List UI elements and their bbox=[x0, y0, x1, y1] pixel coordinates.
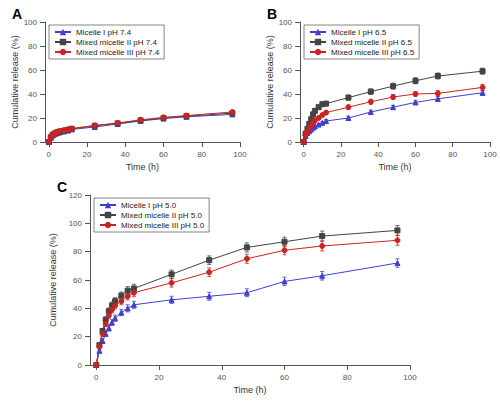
svg-text:Cumulative release (%): Cumulative release (%) bbox=[10, 35, 20, 129]
svg-text:C: C bbox=[57, 179, 67, 195]
svg-text:20: 20 bbox=[283, 114, 292, 123]
svg-text:Mixed micelle II pH 6.5: Mixed micelle II pH 6.5 bbox=[331, 38, 412, 47]
svg-text:A: A bbox=[12, 6, 22, 22]
svg-text:20: 20 bbox=[155, 373, 164, 382]
svg-text:40: 40 bbox=[73, 304, 82, 313]
svg-text:0: 0 bbox=[301, 150, 306, 159]
svg-text:100: 100 bbox=[69, 219, 83, 228]
svg-text:80: 80 bbox=[343, 373, 352, 382]
svg-text:120: 120 bbox=[69, 191, 83, 200]
svg-text:60: 60 bbox=[159, 150, 168, 159]
svg-text:Time (h): Time (h) bbox=[233, 385, 266, 395]
svg-text:Cumulative release (%): Cumulative release (%) bbox=[265, 35, 275, 129]
svg-text:80: 80 bbox=[73, 247, 82, 256]
svg-text:60: 60 bbox=[73, 276, 82, 285]
svg-text:Mixed micelle III pH 7.4: Mixed micelle III pH 7.4 bbox=[76, 48, 160, 57]
svg-text:20: 20 bbox=[73, 332, 82, 341]
svg-text:80: 80 bbox=[28, 42, 37, 51]
svg-text:100: 100 bbox=[24, 18, 38, 27]
svg-text:40: 40 bbox=[28, 90, 37, 99]
svg-text:60: 60 bbox=[283, 66, 292, 75]
svg-text:Micelle I pH 6.5: Micelle I pH 6.5 bbox=[331, 28, 387, 37]
svg-text:Mixed micelle II pH 5.0: Mixed micelle II pH 5.0 bbox=[121, 211, 202, 220]
svg-text:0: 0 bbox=[47, 150, 52, 159]
svg-text:Time (h): Time (h) bbox=[378, 162, 411, 172]
svg-text:Time (h): Time (h) bbox=[126, 162, 159, 172]
svg-text:Micelle I pH 5.0: Micelle I pH 5.0 bbox=[121, 201, 177, 210]
svg-text:B: B bbox=[267, 6, 277, 22]
svg-text:20: 20 bbox=[337, 150, 346, 159]
svg-text:80: 80 bbox=[283, 42, 292, 51]
svg-text:60: 60 bbox=[280, 373, 289, 382]
svg-text:0: 0 bbox=[78, 361, 83, 370]
svg-text:Mixed micelle III pH 6.5: Mixed micelle III pH 6.5 bbox=[331, 48, 415, 57]
svg-text:Mixed micelle III pH 5.0: Mixed micelle III pH 5.0 bbox=[121, 221, 205, 230]
svg-text:80: 80 bbox=[197, 150, 206, 159]
svg-text:100: 100 bbox=[233, 150, 247, 159]
svg-text:100: 100 bbox=[483, 150, 497, 159]
svg-text:80: 80 bbox=[448, 150, 457, 159]
svg-text:100: 100 bbox=[403, 373, 417, 382]
svg-text:40: 40 bbox=[121, 150, 130, 159]
svg-text:Mixed micelle II pH 7.4: Mixed micelle II pH 7.4 bbox=[76, 38, 157, 47]
svg-text:0: 0 bbox=[94, 373, 99, 382]
svg-text:40: 40 bbox=[374, 150, 383, 159]
svg-text:40: 40 bbox=[217, 373, 226, 382]
svg-text:0: 0 bbox=[33, 138, 38, 147]
svg-text:60: 60 bbox=[28, 66, 37, 75]
svg-text:Cumulative release (%): Cumulative release (%) bbox=[48, 233, 58, 327]
svg-text:60: 60 bbox=[411, 150, 420, 159]
svg-text:Micelle I pH 7.4: Micelle I pH 7.4 bbox=[76, 28, 132, 37]
svg-text:0: 0 bbox=[288, 138, 293, 147]
svg-text:40: 40 bbox=[283, 90, 292, 99]
svg-text:20: 20 bbox=[83, 150, 92, 159]
svg-text:20: 20 bbox=[28, 114, 37, 123]
svg-text:100: 100 bbox=[279, 18, 293, 27]
